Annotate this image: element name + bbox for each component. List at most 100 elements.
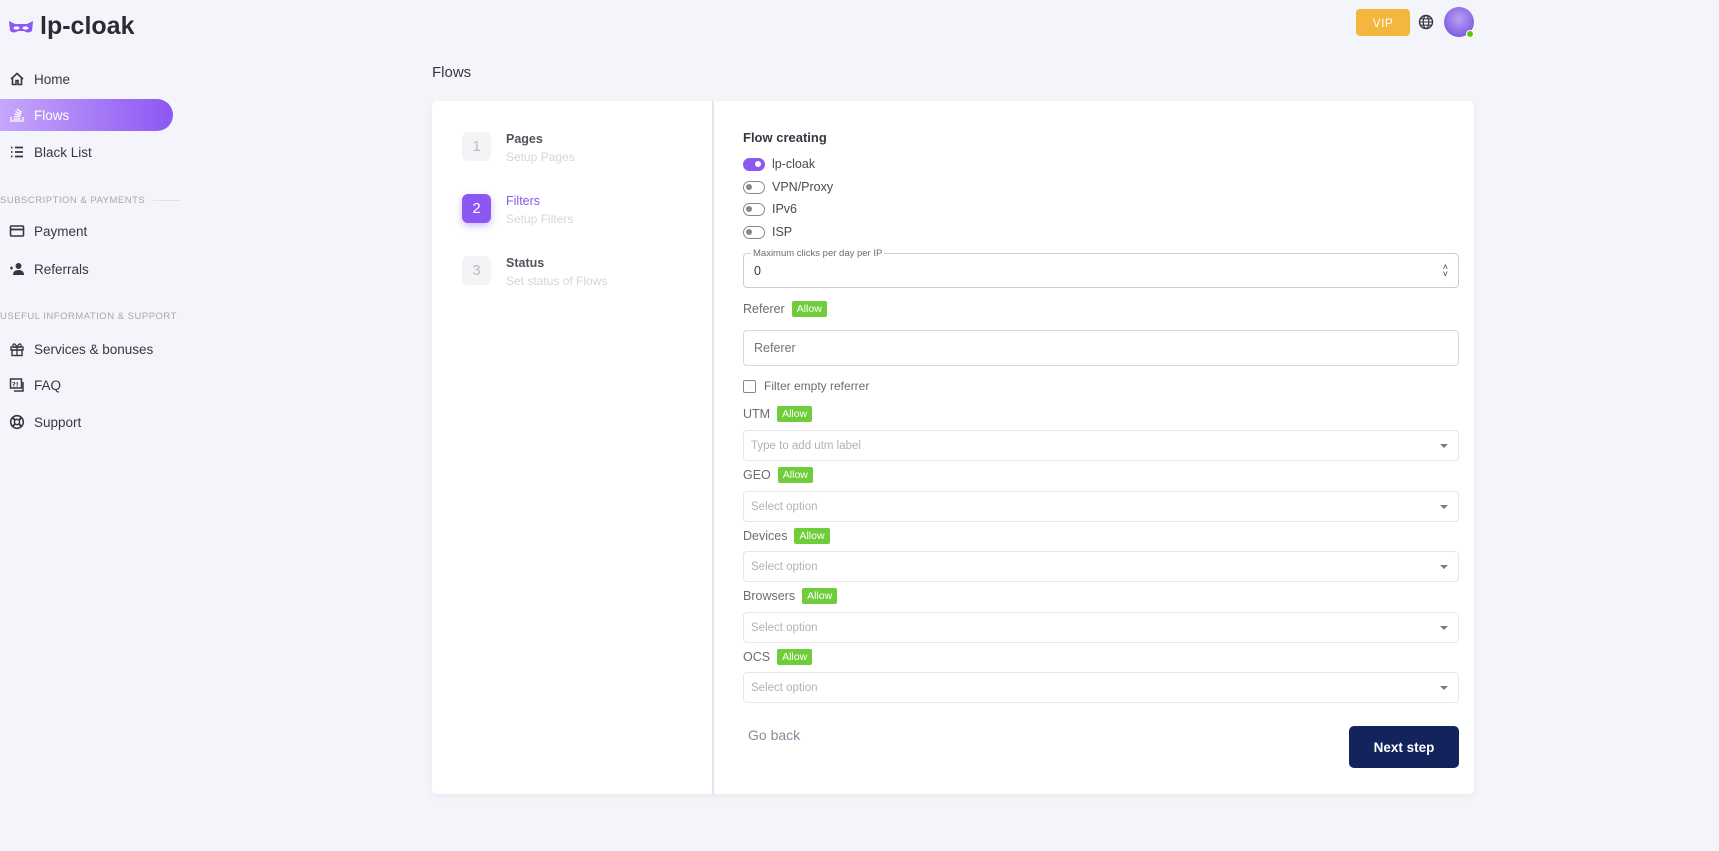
vip-button[interactable]: VIP: [1356, 9, 1410, 36]
sidebar-item-services[interactable]: Services & bonuses: [0, 333, 173, 365]
section-useful-info: USEFUL INFORMATION & SUPPORT: [0, 311, 177, 322]
devices-label: Devices Allow: [743, 528, 830, 544]
ocs-select[interactable]: Select option: [743, 672, 1459, 703]
allow-badge[interactable]: Allow: [791, 301, 827, 317]
mask-logo-icon: [9, 20, 33, 32]
label-text: UTM: [743, 407, 771, 421]
caret-down-icon: [1440, 443, 1448, 448]
step-status[interactable]: 3 Status Set status of Flows: [462, 256, 607, 288]
placeholder: Select option: [751, 560, 818, 573]
toggle-switch[interactable]: [743, 225, 765, 239]
checkbox[interactable]: [743, 379, 756, 393]
sidebar-item-label: Flows: [34, 107, 70, 123]
caret-down-icon: [1440, 685, 1448, 690]
filter-empty-referrer-checkbox[interactable]: Filter empty referrer: [743, 379, 869, 393]
go-back-button[interactable]: Go back: [748, 727, 801, 743]
checkbox-label: Filter empty referrer: [764, 379, 870, 393]
toggle-switch[interactable]: [743, 157, 765, 171]
allow-badge[interactable]: Allow: [777, 649, 813, 665]
referer-input[interactable]: [743, 330, 1459, 366]
sidebar-item-flows[interactable]: Flows: [0, 99, 173, 131]
referer-label: Referer Allow: [743, 301, 827, 317]
caret-down-icon: [1440, 504, 1448, 509]
list-icon: [11, 146, 23, 158]
sidebar-item-label: Payment: [34, 223, 88, 239]
caret-down-icon: [1440, 625, 1448, 630]
browsers-label: Browsers Allow: [743, 588, 838, 604]
toggle-ipv6[interactable]: IPv6: [743, 202, 797, 216]
toggle-label: VPN/Proxy: [772, 180, 834, 194]
label-text: Devices: [743, 529, 788, 543]
utm-label: UTM Allow: [743, 406, 813, 422]
toggle-label: lp-cloak: [772, 157, 816, 171]
sidebar-item-label: Services & bonuses: [34, 341, 154, 357]
divider: [153, 200, 182, 201]
label-text: OCS: [743, 650, 771, 664]
step-title: Pages: [506, 132, 543, 146]
online-status-dot: [1466, 30, 1474, 38]
caret-down-icon: [1440, 564, 1448, 569]
toggle-label: ISP: [772, 225, 793, 239]
step-subtitle: Setup Filters: [506, 212, 574, 226]
sidebar-item-support[interactable]: Support: [0, 406, 173, 438]
lifebuoy-icon: [9, 414, 25, 430]
step-number: 1: [462, 132, 491, 161]
step-filters[interactable]: 2 Filters Setup Filters: [462, 194, 573, 226]
toggle-lp-cloak[interactable]: lp-cloak: [743, 157, 815, 171]
sidebar-item-black-list[interactable]: Black List: [0, 136, 173, 168]
geo-select[interactable]: Select option: [743, 491, 1459, 522]
allow-badge[interactable]: Allow: [777, 467, 813, 483]
placeholder: Type to add utm label: [751, 439, 861, 452]
placeholder: Select option: [751, 621, 818, 634]
utm-select[interactable]: Type to add utm label: [743, 430, 1459, 461]
section-label: SUBSCRIPTION & PAYMENTS: [0, 195, 146, 206]
form-heading: Flow creating: [743, 130, 827, 145]
globe-icon[interactable]: [1418, 14, 1434, 30]
max-clicks-value: 0: [754, 263, 761, 278]
step-subtitle: Setup Pages: [506, 150, 575, 164]
allow-badge[interactable]: Allow: [777, 406, 813, 422]
toggle-switch[interactable]: [743, 180, 765, 194]
sidebar-item-label: Black List: [34, 144, 92, 160]
max-clicks-input[interactable]: Maximum clicks per day per IP 0 ˄ ˅: [743, 248, 1459, 288]
placeholder: Select option: [751, 500, 818, 513]
allow-badge[interactable]: Allow: [794, 528, 830, 544]
section-subscription: SUBSCRIPTION & PAYMENTS: [0, 195, 182, 206]
ocs-label: OCS Allow: [743, 649, 813, 665]
flow-wizard-card: [432, 101, 1474, 794]
toggle-vpn-proxy[interactable]: VPN/Proxy: [743, 180, 833, 194]
devices-select[interactable]: Select option: [743, 551, 1459, 582]
step-number: 2: [462, 194, 491, 223]
step-subtitle: Set status of Flows: [506, 274, 608, 288]
sidebar-item-payment[interactable]: Payment: [0, 215, 173, 247]
step-title: Filters: [506, 194, 541, 208]
stepper-icon[interactable]: ˄ ˅: [1442, 261, 1448, 279]
step-title: Status: [506, 256, 545, 270]
sidebar-item-home[interactable]: Home: [0, 63, 173, 95]
toggle-isp[interactable]: ISP: [743, 225, 792, 239]
sidebar-item-label: Referrals: [34, 261, 89, 277]
home-icon: [10, 72, 24, 86]
sidebar-item-label: Home: [34, 71, 71, 87]
sidebar-item-referrals[interactable]: Referrals: [0, 253, 173, 285]
max-clicks-label: Maximum clicks per day per IP: [751, 248, 885, 259]
placeholder: Select option: [751, 681, 818, 694]
toggle-switch[interactable]: [743, 202, 765, 216]
step-number: 3: [462, 256, 491, 285]
page-title: Flows: [432, 64, 472, 81]
logo-text: lp-cloak: [40, 12, 135, 40]
flows-icon: [10, 108, 24, 122]
sidebar-item-faq[interactable]: ?! FAQ: [0, 369, 173, 401]
logo[interactable]: lp-cloak: [8, 12, 134, 41]
step-pages[interactable]: 1 Pages Setup Pages: [462, 132, 575, 164]
allow-badge[interactable]: Allow: [802, 588, 838, 604]
sidebar-item-label: FAQ: [34, 377, 62, 393]
label-text: Browsers: [743, 589, 796, 603]
browsers-select[interactable]: Select option: [743, 612, 1459, 643]
credit-card-icon: [9, 225, 25, 237]
label-text: Referer: [743, 302, 785, 316]
next-step-button[interactable]: Next step: [1349, 726, 1459, 768]
sidebar-item-label: Support: [34, 414, 82, 430]
section-label: USEFUL INFORMATION & SUPPORT: [0, 311, 177, 322]
gift-icon: [10, 343, 24, 357]
